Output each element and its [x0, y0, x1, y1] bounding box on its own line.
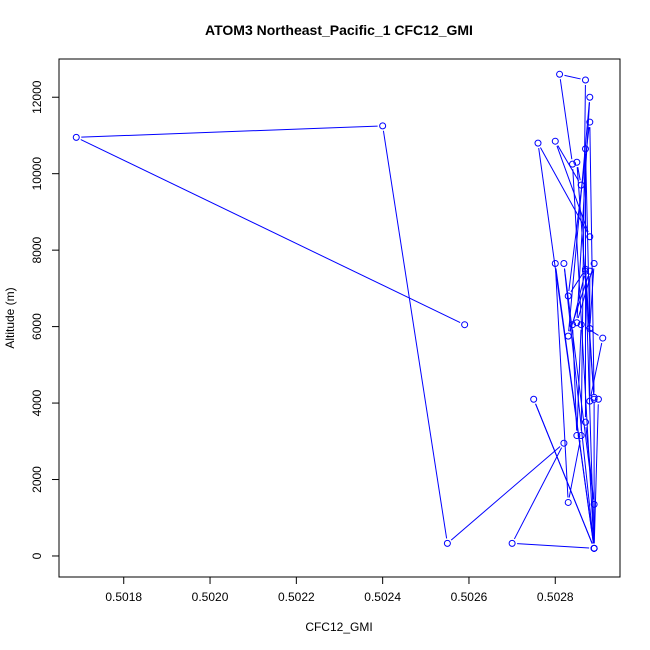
- series-line-segment: [576, 329, 582, 431]
- data-point: [590, 500, 598, 508]
- data-point: [577, 181, 585, 189]
- y-tick-label: 10000: [30, 157, 44, 191]
- y-tick-label: 4000: [30, 389, 44, 416]
- data-point: [72, 133, 80, 141]
- data-point: [573, 319, 581, 327]
- series-line-segment: [539, 147, 588, 233]
- data-point: [586, 397, 594, 405]
- data-point: [581, 76, 589, 84]
- series-line-segment: [517, 543, 590, 549]
- series-line-segment: [590, 342, 603, 397]
- y-tick-label: 8000: [30, 236, 44, 263]
- y-tick-label: 12000: [30, 80, 44, 114]
- data-point: [590, 260, 598, 268]
- data-point: [508, 539, 516, 547]
- data-point: [560, 439, 568, 447]
- series-line-segment: [577, 268, 594, 319]
- series-line-segment: [563, 268, 595, 544]
- x-axis-label: CFC12_GMI: [305, 620, 372, 634]
- data-point: [569, 160, 577, 168]
- data-point: [581, 267, 589, 275]
- data-point: [556, 70, 564, 78]
- data-point: [581, 265, 589, 273]
- data-point: [560, 260, 568, 268]
- data-point: [586, 93, 594, 101]
- x-tick-label: 0.5018: [105, 590, 142, 604]
- y-tick-label: 6000: [30, 313, 44, 340]
- y-axis-label: Altitude (m): [3, 287, 17, 348]
- series-line-segment: [576, 102, 591, 318]
- series-line-segment: [382, 130, 448, 539]
- series-line-segment: [557, 145, 580, 182]
- data-point: [461, 321, 469, 329]
- data-point: [590, 393, 598, 401]
- x-tick-label: 0.5026: [451, 590, 488, 604]
- data-point: [581, 418, 589, 426]
- data-point: [586, 233, 594, 241]
- data-point: [551, 260, 559, 268]
- chart-title: ATOM3 Northeast_Pacific_1 CFC12_GMI: [205, 22, 473, 38]
- data-point: [590, 395, 598, 403]
- data-point: [586, 267, 594, 275]
- series-line-segment: [589, 268, 595, 324]
- series-line-segment: [564, 74, 581, 80]
- series-layer: [72, 70, 607, 552]
- data-point: [564, 498, 572, 506]
- data-point: [564, 292, 572, 300]
- x-tick-label: 0.5024: [364, 590, 401, 604]
- y-tick-label: 2000: [30, 466, 44, 493]
- x-tick-label: 0.5028: [537, 590, 574, 604]
- data-point: [590, 544, 598, 552]
- data-point: [594, 395, 602, 403]
- x-axis: 0.5018 0.5020 0.5022 0.5024 0.5026 0.5028: [105, 576, 574, 604]
- data-point: [569, 321, 577, 329]
- series-line-segment: [585, 276, 595, 544]
- series-line-segment: [535, 403, 593, 544]
- data-point: [534, 139, 542, 147]
- y-tick-label: 0: [30, 552, 44, 559]
- series-line-segment: [568, 102, 590, 332]
- data-point: [551, 137, 559, 145]
- series-line-segment: [81, 125, 378, 138]
- data-point: [577, 321, 585, 329]
- data-point: [573, 158, 581, 166]
- data-point: [581, 145, 589, 153]
- data-point: [586, 325, 594, 333]
- series-line-segment: [80, 139, 461, 323]
- data-point: [599, 334, 607, 342]
- series-line-segment: [593, 404, 599, 544]
- data-point: [586, 118, 594, 126]
- y-axis: 0 2000 4000 6000 8000 10000 12000: [30, 80, 60, 559]
- data-point: [530, 395, 538, 403]
- series-line-segment: [450, 446, 561, 541]
- data-point: [443, 539, 451, 547]
- x-tick-label: 0.5020: [192, 590, 229, 604]
- series-line-segment: [555, 268, 569, 498]
- data-point: [564, 332, 572, 340]
- series-line-segment: [538, 147, 594, 544]
- series-line-segment: [568, 440, 581, 498]
- data-point: [573, 432, 581, 440]
- series-line-segment: [572, 329, 578, 431]
- data-point: [577, 432, 585, 440]
- x-tick-label: 0.5022: [278, 590, 315, 604]
- data-point: [379, 122, 387, 130]
- series-line-segment: [577, 167, 581, 181]
- series-line-segment: [573, 275, 585, 320]
- series-line-segment: [559, 79, 573, 160]
- series-line-segment: [513, 447, 563, 540]
- series-line-segment: [589, 127, 595, 393]
